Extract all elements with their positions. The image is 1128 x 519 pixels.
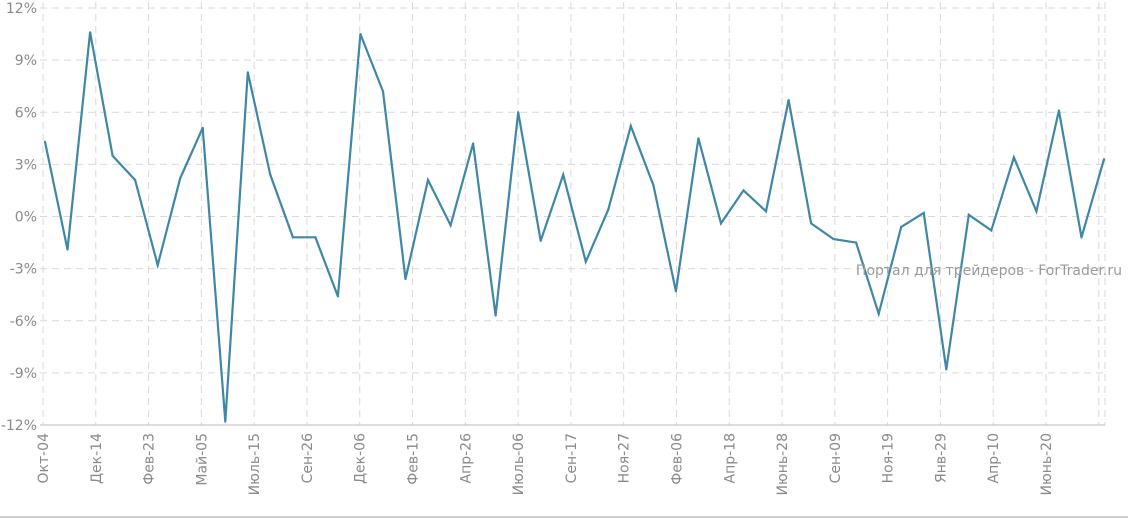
x-tick-label: Дек-14 [89,433,105,484]
grid-layer [40,2,1106,426]
data-point [517,111,520,114]
x-tick-label: Фев-06 [669,433,685,485]
data-point [652,184,655,187]
y-tick-label: 12% [6,1,37,17]
y-tick-label: -9% [10,366,37,382]
data-point [426,178,430,182]
data-point [584,260,587,263]
x-tick-label: Апр-26 [458,433,474,484]
data-point [449,224,452,227]
x-tick-label: Дек-06 [353,433,369,484]
x-tick-label: Сен-17 [564,433,580,483]
data-point [246,71,249,74]
data-point [359,32,362,36]
data-point [607,208,610,211]
data-point [336,295,340,298]
x-tick-label: Июль-15 [247,433,263,495]
data-point [809,222,813,225]
data-point [967,213,970,216]
data-point [855,241,858,244]
y-tick-label: -6% [10,314,37,330]
data-point [742,189,745,192]
data-point [269,173,272,176]
data-point [494,314,497,317]
series-layer [43,31,1106,423]
x-tick-label: Окт-04 [36,433,52,484]
data-point [629,125,632,128]
x-tick-label: Фев-15 [406,433,422,485]
x-tick-label: Июль-06 [511,433,527,495]
data-point [787,98,790,102]
data-point [472,142,475,145]
watermark-text: Портал для трейдеров - ForTrader.ru [856,263,1122,279]
data-point [1012,156,1015,159]
data-point [1035,210,1038,213]
data-point [719,222,723,225]
series-line [43,32,1106,422]
y-tick-label: 9% [15,53,37,69]
data-point [224,420,227,423]
data-point [832,237,835,241]
data-point [381,90,385,93]
data-point [990,229,993,232]
data-point [111,154,114,157]
y-tick-label: -12% [1,418,37,434]
data-point [179,177,182,180]
data-point [674,290,677,293]
x-tick-label: Май-05 [194,433,210,486]
data-point [1057,109,1061,112]
data-point [945,368,948,371]
x-axis: Окт-04 Дек-14 Фев-23 Май-05 Июль-15 Сен-26 Дек… [36,433,1055,496]
x-tick-label: Сен-26 [300,433,316,484]
data-point [66,248,69,251]
data-point [877,312,880,315]
x-tick-label: Июнь-20 [1039,433,1055,496]
data-point [201,126,204,129]
data-point [43,140,47,143]
y-tick-label: -3% [10,262,37,278]
y-tick-label: 3% [15,157,37,173]
x-tick-label: Сен-09 [828,433,844,483]
data-point [562,173,565,176]
x-tick-label: Янв-29 [933,433,949,483]
y-axis: 12% 9% 6% 3% 0% -3% -6% -9% -12% [1,1,37,434]
data-point [314,236,317,239]
data-point [1080,236,1083,239]
x-tick-label: Апр-18 [722,433,738,483]
y-tick-label: 0% [15,210,37,226]
x-tick-label: Июнь-28 [775,433,791,496]
x-tick-label: Ноя-19 [881,433,897,483]
data-point [156,264,159,267]
data-point [134,178,137,182]
y-tick-label: 6% [15,105,37,121]
data-point [291,236,294,239]
x-tick-label: Апр-10 [986,433,1002,483]
data-point [764,210,768,213]
data-point [697,137,700,140]
data-point [539,239,542,242]
x-tick-label: Ноя-27 [617,433,633,483]
data-point [88,31,92,34]
data-point [922,211,925,215]
x-tick-label: Фев-23 [142,433,158,485]
data-point [1102,158,1106,161]
data-point [900,225,903,229]
data-point [404,277,407,281]
